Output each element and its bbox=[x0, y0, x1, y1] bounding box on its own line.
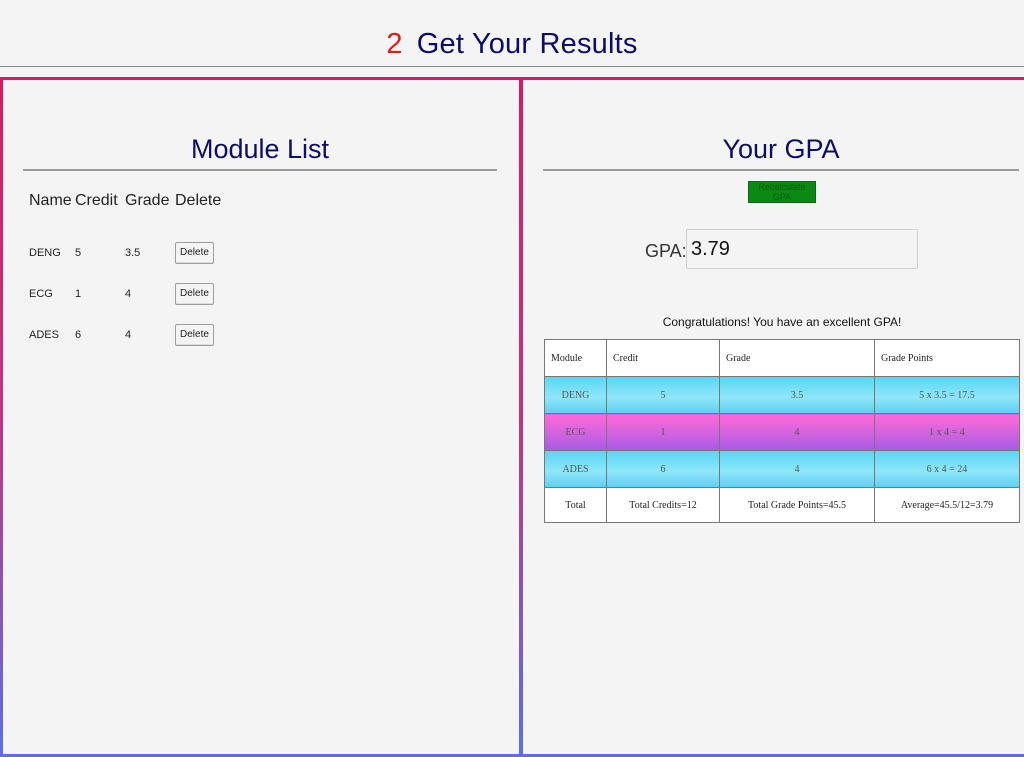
col-header-delete: Delete bbox=[175, 192, 222, 209]
table-row: DENG 5 3.5 5 x 3.5 = 17.5 bbox=[544, 376, 1020, 414]
cell-module: DENG bbox=[544, 376, 607, 414]
col-header-name: Name bbox=[29, 192, 72, 209]
module-credit: 5 bbox=[75, 246, 82, 259]
module-name: ECG bbox=[29, 287, 53, 300]
th-module: Module bbox=[544, 339, 607, 377]
gpa-value-field[interactable] bbox=[686, 229, 918, 269]
gpa-panel: Your GPA Recalculate GPA GPA: Congratula… bbox=[520, 77, 1024, 757]
gpa-label: GPA: bbox=[645, 241, 687, 261]
module-row: ECG 1 4 Delete bbox=[29, 273, 214, 314]
delete-button[interactable]: Delete bbox=[175, 241, 214, 264]
table-total-row: Total Total Credits=12 Total Grade Point… bbox=[544, 487, 1020, 523]
recalculate-gpa-button[interactable]: Recalculate GPA bbox=[748, 181, 816, 203]
step-heading: 2 Get Your Results bbox=[0, 28, 1024, 61]
gpa-message: Congratulations! You have an excellent G… bbox=[662, 315, 902, 329]
step-title: Get Your Results bbox=[416, 28, 638, 60]
cell-module: ECG bbox=[544, 413, 607, 451]
module-row: DENG 5 3.5 Delete bbox=[29, 232, 214, 273]
cell-average: Average=45.5/12=3.79 bbox=[874, 487, 1020, 523]
cell-credit: 6 bbox=[606, 450, 720, 488]
module-credit: 1 bbox=[75, 287, 82, 300]
module-name: DENG bbox=[29, 246, 61, 259]
module-list-header: Name Credit Grade Delete bbox=[29, 192, 235, 210]
step-number: 2 bbox=[386, 28, 403, 60]
delete-button[interactable]: Delete bbox=[175, 282, 214, 305]
grade-points-table: Module Credit Grade Grade Points DENG 5 … bbox=[544, 339, 1020, 523]
col-header-credit: Credit bbox=[75, 192, 118, 209]
module-grade: 3.5 bbox=[125, 246, 141, 259]
cell-grade: 3.5 bbox=[719, 376, 875, 414]
module-row: ADES 6 4 Delete bbox=[29, 314, 214, 355]
cell-points: 5 x 3.5 = 17.5 bbox=[874, 376, 1020, 414]
module-list-rows: DENG 5 3.5 Delete ECG 1 4 Delete ADES 6 … bbox=[29, 232, 214, 355]
cell-grade: 4 bbox=[719, 413, 875, 451]
table-row: ECG 1 4 1 x 4 = 4 bbox=[544, 413, 1020, 451]
table-header-row: Module Credit Grade Grade Points bbox=[544, 339, 1020, 377]
module-grade: 4 bbox=[125, 287, 132, 300]
cell-total-label: Total bbox=[544, 487, 607, 523]
header-divider bbox=[0, 66, 1024, 67]
gpa-title: Your GPA bbox=[543, 134, 1019, 171]
module-list-title: Module List bbox=[23, 134, 497, 171]
cell-credit: 1 bbox=[606, 413, 720, 451]
module-grade: 4 bbox=[125, 328, 132, 341]
module-name: ADES bbox=[29, 328, 59, 341]
cell-total-grade-points: Total Grade Points=45.5 bbox=[719, 487, 875, 523]
table-row: ADES 6 4 6 x 4 = 24 bbox=[544, 450, 1020, 488]
module-list-panel: Module List Name Credit Grade Delete DEN… bbox=[0, 77, 522, 757]
cell-credit: 5 bbox=[606, 376, 720, 414]
th-grade-points: Grade Points bbox=[874, 339, 1020, 377]
th-grade: Grade bbox=[719, 339, 875, 377]
cell-total-credits: Total Credits=12 bbox=[606, 487, 720, 523]
cell-module: ADES bbox=[544, 450, 607, 488]
col-header-grade: Grade bbox=[125, 192, 170, 209]
page-header: 2 Get Your Results bbox=[0, 0, 1024, 68]
cell-points: 1 x 4 = 4 bbox=[874, 413, 1020, 451]
th-credit: Credit bbox=[606, 339, 720, 377]
delete-button[interactable]: Delete bbox=[175, 323, 214, 346]
cell-grade: 4 bbox=[719, 450, 875, 488]
cell-points: 6 x 4 = 24 bbox=[874, 450, 1020, 488]
module-credit: 6 bbox=[75, 328, 82, 341]
